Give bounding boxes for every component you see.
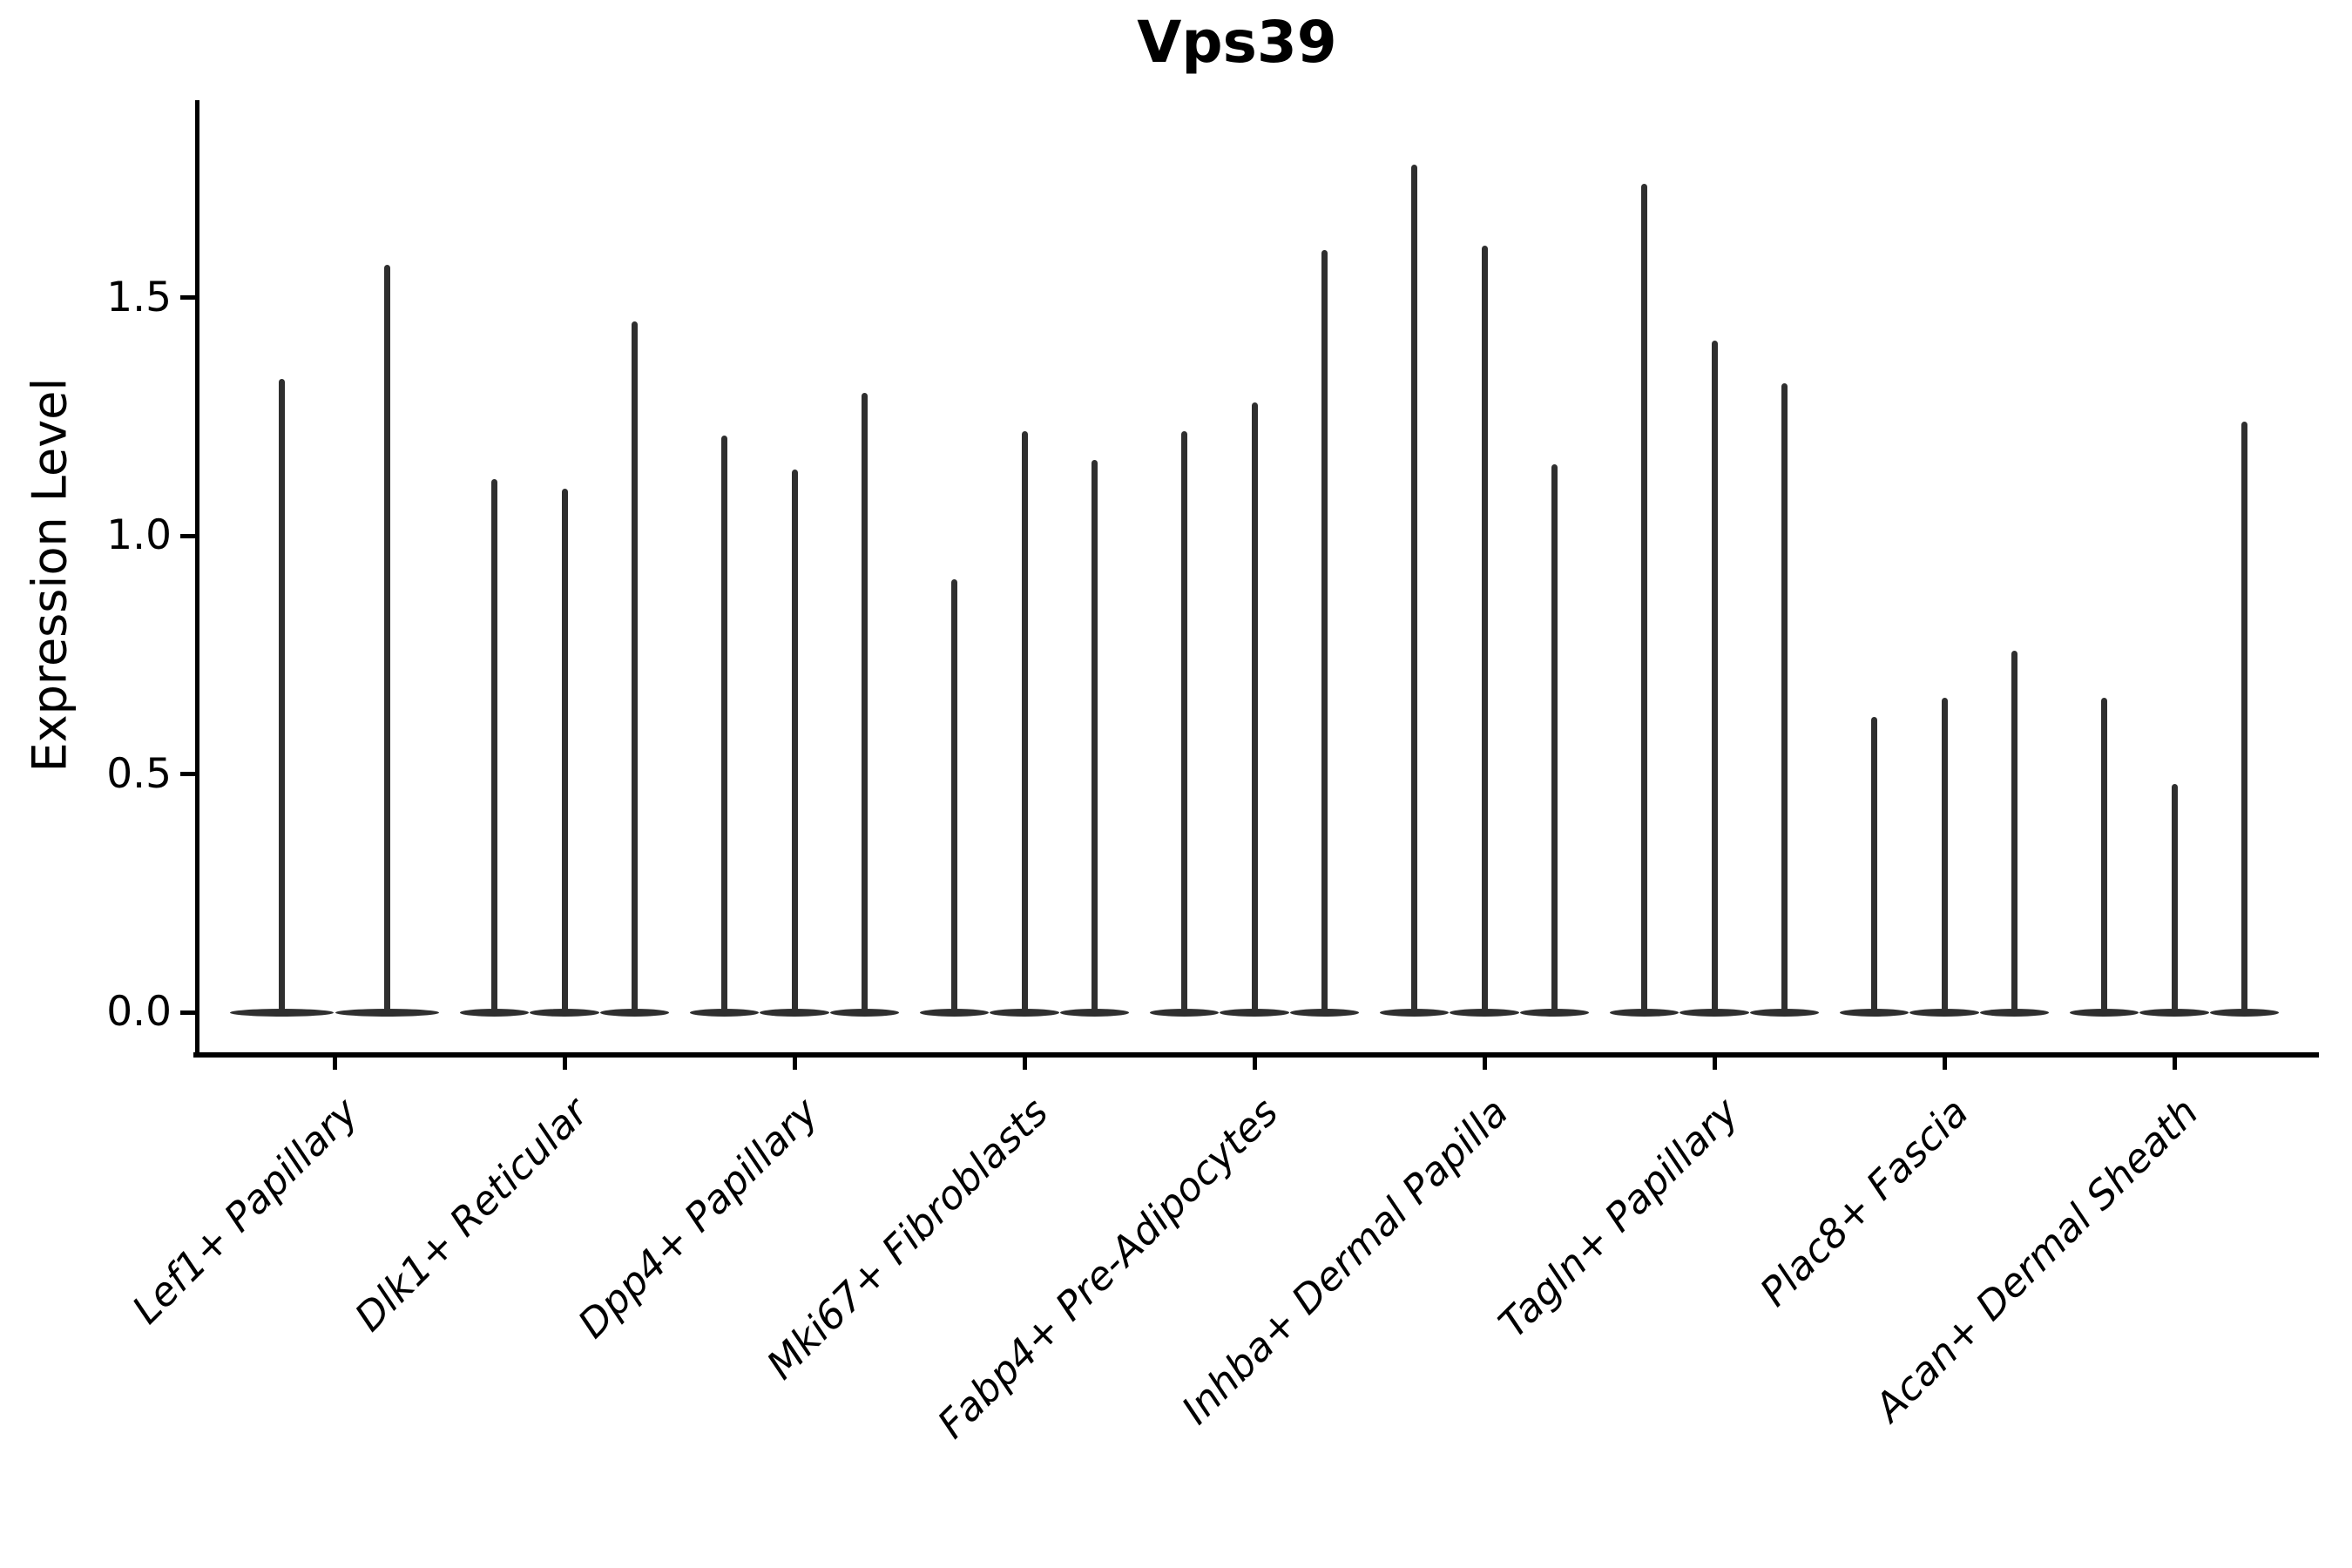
x-tick-label: Tagln+ Papillary bbox=[1489, 1089, 1747, 1347]
violin-spike bbox=[1021, 431, 1028, 1012]
violin-spike bbox=[1251, 402, 1258, 1012]
y-tick-label: 0.0 bbox=[106, 988, 172, 1036]
violin-spike bbox=[2241, 422, 2248, 1012]
violin-base bbox=[2139, 1009, 2209, 1017]
violin-base bbox=[1379, 1009, 1449, 1017]
chart-title: Vps39 bbox=[1137, 9, 1337, 76]
violin-spike bbox=[2171, 783, 2178, 1012]
x-tick bbox=[1712, 1052, 1717, 1070]
violin-base bbox=[1839, 1009, 1909, 1017]
x-tick-label: Dlk1+ Reticular bbox=[346, 1089, 598, 1341]
y-tick bbox=[180, 772, 198, 777]
x-tick bbox=[1252, 1052, 1257, 1070]
violin-base bbox=[230, 1009, 334, 1017]
violin-base bbox=[1909, 1009, 1979, 1017]
violin-base bbox=[2210, 1009, 2280, 1017]
y-tick bbox=[180, 533, 198, 538]
violin-base bbox=[760, 1009, 829, 1017]
violin-spike bbox=[1781, 383, 1788, 1012]
violin-base bbox=[335, 1009, 439, 1017]
violin-spike bbox=[950, 578, 957, 1012]
violin-base bbox=[1520, 1009, 1590, 1017]
violin-base bbox=[530, 1009, 599, 1017]
violin-base bbox=[1060, 1009, 1130, 1017]
violin-spike bbox=[1180, 431, 1187, 1012]
violin-base bbox=[1609, 1009, 1679, 1017]
y-tick bbox=[180, 295, 198, 301]
violin-spike bbox=[862, 393, 868, 1012]
violin-base bbox=[1149, 1009, 1219, 1017]
violin-spike bbox=[490, 478, 497, 1012]
violin-spike bbox=[1092, 459, 1098, 1012]
violin-spike bbox=[2011, 650, 2018, 1012]
violin-base bbox=[1290, 1009, 1360, 1017]
violin-base bbox=[1680, 1009, 1749, 1017]
violin-base bbox=[600, 1009, 670, 1017]
y-tick-label: 1.5 bbox=[106, 273, 172, 321]
violin-spike bbox=[1481, 245, 1488, 1012]
y-axis-spine bbox=[195, 100, 199, 1058]
violin-base bbox=[2069, 1009, 2139, 1017]
x-tick bbox=[1942, 1052, 1947, 1070]
violin-spike bbox=[2100, 698, 2107, 1012]
x-tick-label: Dpp4+ Papillary bbox=[569, 1089, 828, 1348]
violin-spike bbox=[279, 378, 285, 1012]
y-axis-label: Expression Level bbox=[22, 377, 78, 773]
violin-base bbox=[990, 1009, 1059, 1017]
x-tick bbox=[1022, 1052, 1027, 1070]
violin-spike bbox=[632, 321, 639, 1012]
x-tick-label: Plac8+ Fascia bbox=[1750, 1089, 1977, 1315]
violin-base bbox=[1750, 1009, 1820, 1017]
violin-spike bbox=[561, 488, 568, 1012]
x-tick bbox=[332, 1052, 337, 1070]
violin-spike bbox=[1410, 164, 1417, 1012]
x-tick bbox=[562, 1052, 567, 1070]
x-tick bbox=[2172, 1052, 2177, 1070]
violin-spike bbox=[1551, 464, 1558, 1012]
violin-spike bbox=[1321, 250, 1328, 1012]
violin-spike bbox=[720, 436, 727, 1012]
violin-base bbox=[1450, 1009, 1519, 1017]
y-tick-label: 0.5 bbox=[106, 749, 172, 798]
violin-base bbox=[689, 1009, 759, 1017]
x-tick-label: Lef1+ Papillary bbox=[123, 1089, 368, 1333]
violin-spike bbox=[1640, 183, 1647, 1012]
violin-spike bbox=[384, 264, 390, 1012]
violin-base bbox=[1980, 1009, 2050, 1017]
x-tick bbox=[792, 1052, 797, 1070]
x-tick bbox=[1482, 1052, 1487, 1070]
violin-spike bbox=[1711, 341, 1718, 1012]
y-tick bbox=[180, 1010, 198, 1015]
violin-base bbox=[459, 1009, 529, 1017]
violin-spike bbox=[1941, 698, 1948, 1012]
violin-base bbox=[1220, 1009, 1289, 1017]
y-tick-label: 1.0 bbox=[106, 511, 172, 560]
violin-spike bbox=[1870, 717, 1877, 1012]
violin-base bbox=[830, 1009, 900, 1017]
violin-base bbox=[919, 1009, 989, 1017]
violin-spike bbox=[791, 469, 798, 1012]
